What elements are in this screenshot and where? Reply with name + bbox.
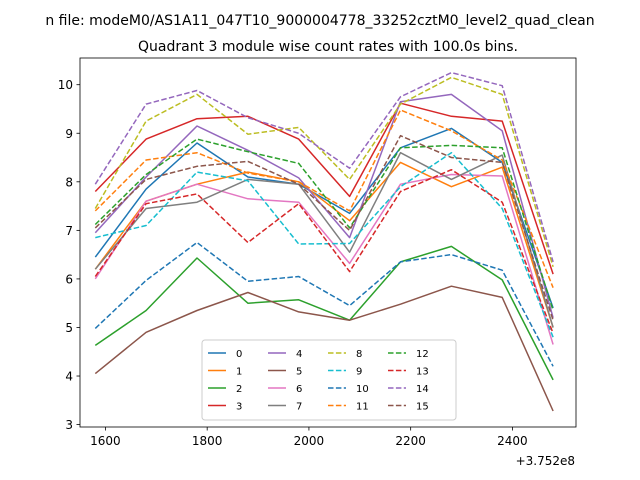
series-line-14	[94, 71, 554, 263]
axes-frame	[79, 57, 577, 428]
plot-area	[94, 71, 554, 412]
legend-label-1: 1	[236, 367, 242, 378]
series-line-10	[94, 241, 554, 367]
series-line-7	[94, 151, 554, 328]
legend-label-15: 15	[416, 402, 429, 413]
legend-label-0: 0	[236, 349, 242, 360]
series-line-15	[94, 134, 554, 321]
legend-label-12: 12	[416, 349, 429, 360]
series-line-12	[94, 138, 554, 311]
x-axis-offset-label: +3.752e8	[516, 454, 575, 468]
y-tick-label: 3	[65, 418, 73, 432]
y-tick-label: 7	[65, 224, 73, 238]
legend-label-3: 3	[236, 402, 242, 413]
legend-label-8: 8	[356, 349, 362, 360]
x-tick-label: 2000	[294, 434, 325, 448]
series-line-5	[94, 285, 554, 412]
series-line-11	[94, 109, 554, 288]
legend-label-6: 6	[296, 384, 302, 395]
legend-label-10: 10	[356, 384, 369, 395]
y-tick-label: 6	[65, 272, 73, 286]
y-tick-label: 8	[65, 175, 73, 189]
y-tick-label: 10	[58, 78, 73, 92]
series-line-6	[94, 173, 554, 345]
series-line-8	[94, 76, 554, 268]
legend-label-13: 13	[416, 367, 429, 378]
x-tick-label: 1600	[90, 434, 121, 448]
legend-label-7: 7	[296, 402, 302, 413]
x-tick-label: 1800	[192, 434, 223, 448]
legend-label-9: 9	[356, 367, 362, 378]
series-line-13	[94, 168, 554, 334]
legend-label-2: 2	[236, 384, 242, 395]
figure-suptitle: n file: modeM0/AS1A11_047T10_9000004778_…	[45, 13, 594, 29]
legend-label-5: 5	[296, 367, 302, 378]
series-line-3	[94, 102, 554, 275]
y-tick-label: 5	[65, 321, 73, 335]
chart-title: Quadrant 3 module wise count rates with …	[138, 39, 518, 55]
x-tick-label: 2200	[395, 434, 426, 448]
y-tick-label: 4	[65, 370, 73, 384]
legend-label-14: 14	[416, 384, 429, 395]
legend-box	[201, 339, 457, 421]
legend-label-4: 4	[296, 349, 302, 360]
y-tick-label: 9	[65, 127, 73, 141]
legend-label-11: 11	[356, 402, 369, 413]
x-tick-label: 2400	[497, 434, 528, 448]
